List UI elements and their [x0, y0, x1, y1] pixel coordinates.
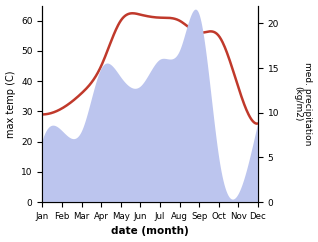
X-axis label: date (month): date (month)	[111, 227, 189, 236]
Y-axis label: max temp (C): max temp (C)	[5, 70, 16, 138]
Y-axis label: med. precipitation
(kg/m2): med. precipitation (kg/m2)	[293, 62, 313, 145]
